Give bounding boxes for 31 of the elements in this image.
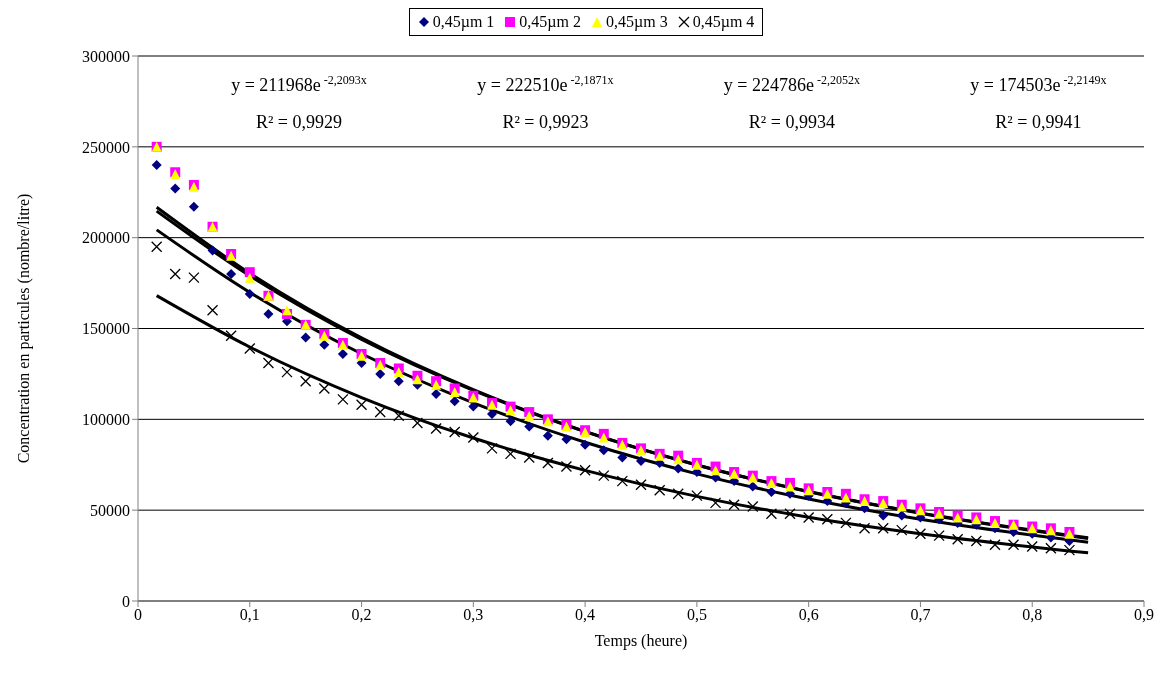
y-tick-label: 100000 — [82, 411, 130, 429]
y-tick-label: 150000 — [82, 320, 130, 338]
x-tick-label: 0,3 — [463, 606, 484, 624]
x-tick-label: 0,7 — [910, 606, 931, 624]
annotation: R² = 0,9923 — [502, 112, 589, 132]
annotation: y = 174503e$^{-2,2149x}$ — [970, 73, 1107, 95]
x-tick-label: 0,1 — [239, 606, 260, 624]
legend-label: 0,45µm 3 — [606, 13, 668, 31]
x-tick-label: 0,6 — [798, 606, 819, 624]
y-tick-label: 250000 — [82, 138, 130, 156]
x-tick-label: 0,5 — [686, 606, 707, 624]
legend-label: 0,45µm 4 — [692, 13, 755, 31]
y-tick-label: 300000 — [82, 47, 130, 65]
y-axis-title: Concentration en particules (nombre/litre) — [14, 193, 33, 464]
y-tick-label: 50000 — [90, 501, 130, 519]
annotation: R² = 0,9941 — [995, 112, 1082, 132]
y-tick-label: 200000 — [82, 229, 130, 247]
annotation: y = 222510e$^{-2,1871x}$ — [477, 73, 614, 95]
x-axis-title: Temps (heure) — [594, 632, 688, 650]
legend-label: 0,45µm 1 — [432, 13, 495, 31]
y-tick-label: 0 — [122, 592, 130, 610]
annotation: R² = 0,9934 — [748, 112, 835, 132]
x-tick-label: 0,8 — [1022, 606, 1043, 624]
annotation: R² = 0,9929 — [255, 112, 342, 132]
annotation: y = 224786e$^{-2,2052x}$ — [723, 73, 860, 95]
annotation: y = 211968e$^{-2,2093x}$ — [231, 73, 367, 95]
x-tick-label: 0,4 — [575, 606, 596, 624]
x-tick-label: 0,2 — [351, 606, 372, 624]
legend-label: 0,45µm 2 — [519, 13, 581, 31]
x-tick-label: 0 — [134, 606, 142, 624]
x-tick-label: 0,9 — [1134, 606, 1154, 624]
